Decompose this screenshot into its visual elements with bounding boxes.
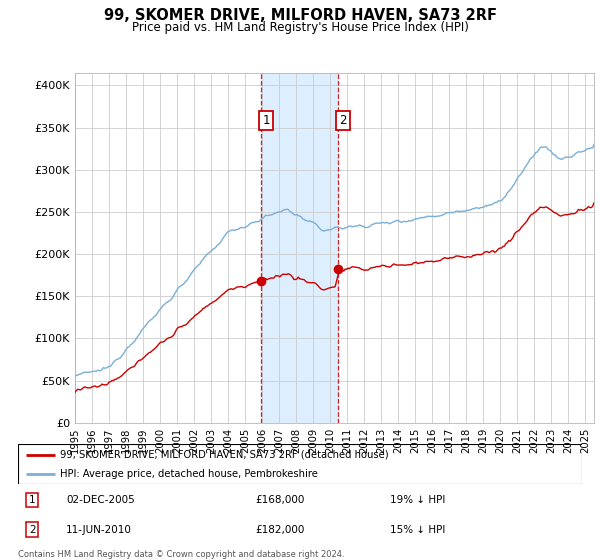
Text: 02-DEC-2005: 02-DEC-2005 <box>66 495 134 505</box>
Text: 2: 2 <box>29 525 35 535</box>
Text: 1: 1 <box>262 114 269 127</box>
Text: 19% ↓ HPI: 19% ↓ HPI <box>390 495 446 505</box>
Text: 1: 1 <box>29 495 35 505</box>
Text: HPI: Average price, detached house, Pembrokeshire: HPI: Average price, detached house, Pemb… <box>60 469 318 479</box>
Text: £168,000: £168,000 <box>255 495 304 505</box>
Text: 2: 2 <box>339 114 347 127</box>
Text: 15% ↓ HPI: 15% ↓ HPI <box>390 525 446 535</box>
Text: Contains HM Land Registry data © Crown copyright and database right 2024.
This d: Contains HM Land Registry data © Crown c… <box>18 550 344 560</box>
Text: 99, SKOMER DRIVE, MILFORD HAVEN, SA73 2RF: 99, SKOMER DRIVE, MILFORD HAVEN, SA73 2R… <box>104 8 497 24</box>
Bar <box>261 73 338 423</box>
Text: Price paid vs. HM Land Registry's House Price Index (HPI): Price paid vs. HM Land Registry's House … <box>131 21 469 34</box>
Text: £182,000: £182,000 <box>255 525 304 535</box>
Text: 99, SKOMER DRIVE, MILFORD HAVEN, SA73 2RF (detached house): 99, SKOMER DRIVE, MILFORD HAVEN, SA73 2R… <box>60 450 389 460</box>
Text: 11-JUN-2010: 11-JUN-2010 <box>66 525 132 535</box>
